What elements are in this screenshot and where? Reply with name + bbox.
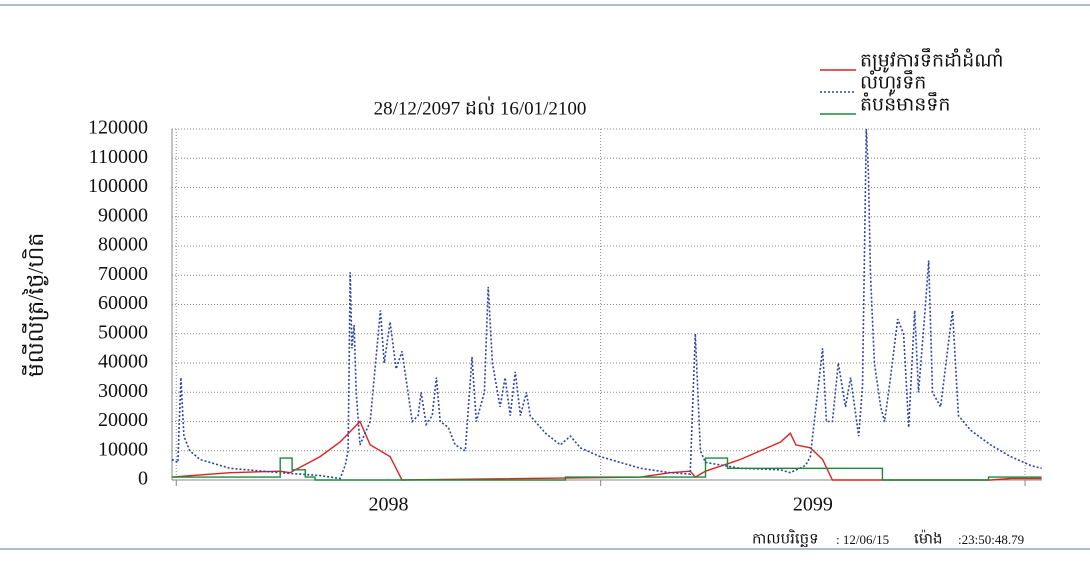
y-tick-label: 90000 — [98, 204, 148, 226]
y-tick-label: 120000 — [88, 117, 148, 139]
y-tick-label: 100000 — [88, 175, 148, 197]
footer-date-label: កាលបរិច្ឆេទ — [752, 528, 819, 547]
footer-date: : 12/06/15 — [836, 532, 889, 547]
y-tick-label: 80000 — [98, 234, 148, 256]
series-line — [171, 420, 1042, 481]
x-tick-label: 2099 — [793, 494, 833, 516]
y-tick-label: 10000 — [98, 438, 148, 460]
series-line — [171, 128, 1042, 480]
series-line — [172, 457, 1042, 481]
y-tick-label: 110000 — [89, 146, 148, 168]
y-tick-label: 70000 — [98, 263, 148, 285]
chart-title: 28/12/2097 ដល់ 16/01/2100 — [374, 95, 587, 119]
footer-time-label: ម៉ោង — [914, 529, 943, 547]
x-tick-label: 2098 — [368, 494, 408, 516]
y-axis-label: មីលីលីត្រ/ថ្ងៃ/ហិត — [22, 233, 49, 377]
y-tick-label: 30000 — [98, 380, 148, 402]
legend-label: លំហូរទឹក — [860, 69, 926, 95]
y-tick-label: 40000 — [98, 351, 148, 373]
legend-label: តំបន់មានទឹក — [860, 91, 950, 115]
y-tick-label: 0 — [138, 468, 148, 490]
y-tick-label: 20000 — [98, 409, 148, 431]
y-tick-label: 60000 — [98, 292, 148, 314]
y-tick-label: 50000 — [98, 321, 148, 343]
footer-time: :23:50:48.79 — [958, 532, 1024, 547]
legend-label: តម្រូវការទឹកដាំដំណាំ — [860, 47, 1003, 73]
